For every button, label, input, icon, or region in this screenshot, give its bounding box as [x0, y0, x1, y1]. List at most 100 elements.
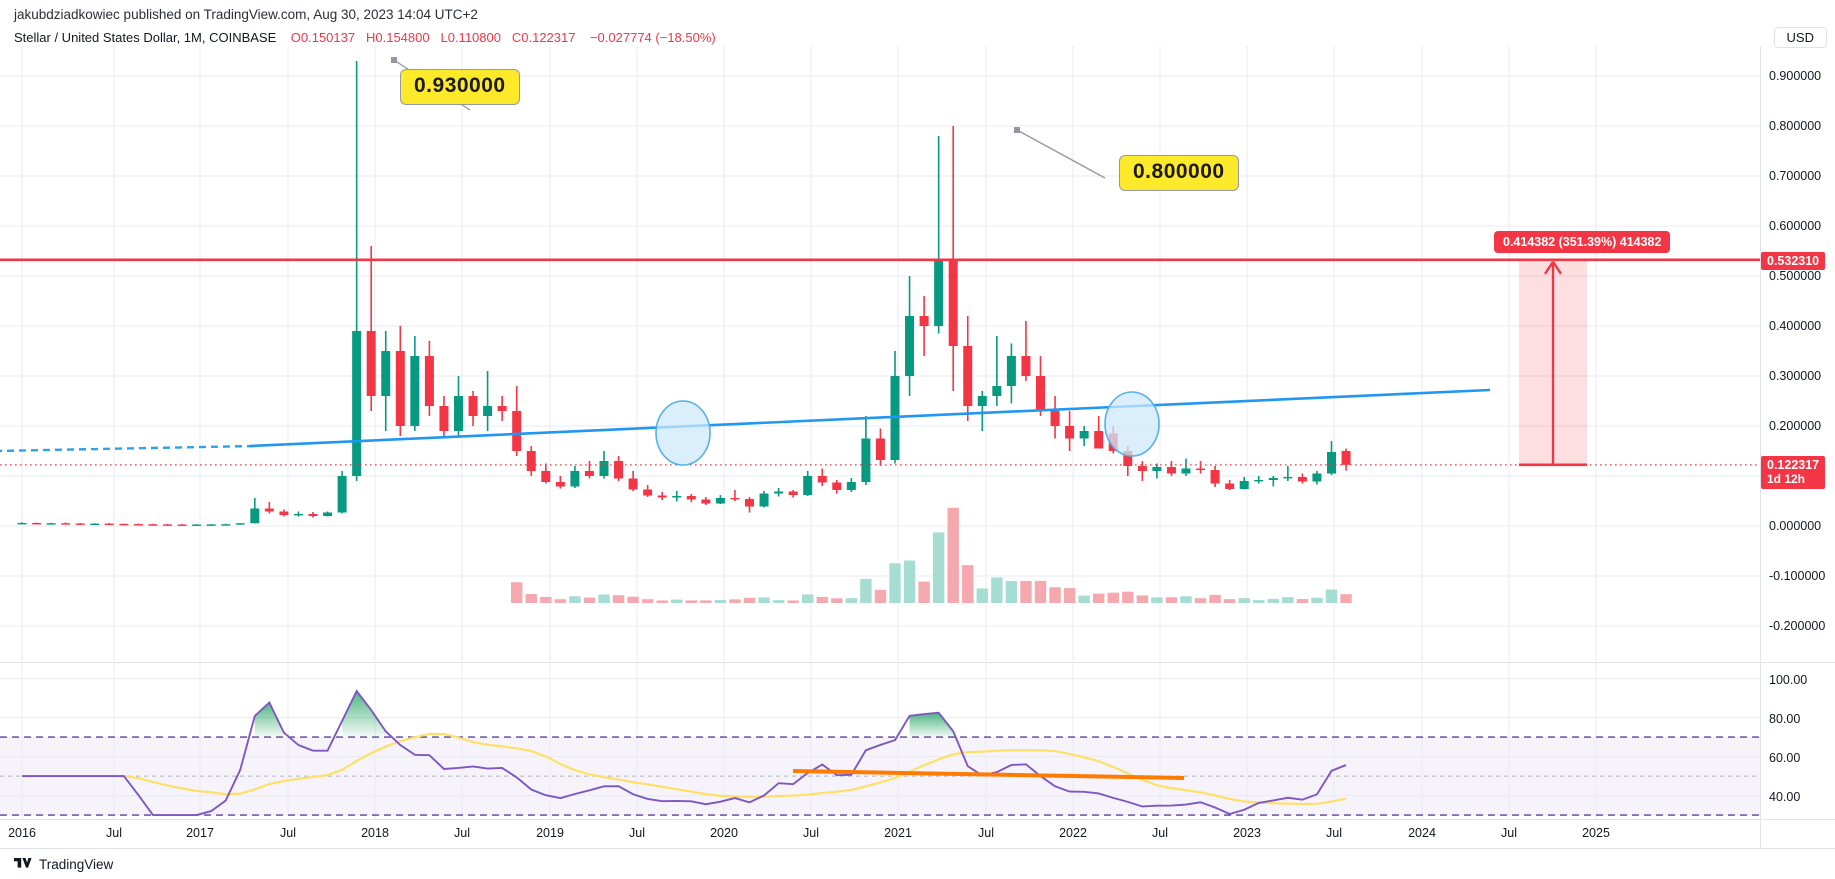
candle-body: [832, 482, 842, 490]
candle-body: [948, 261, 958, 346]
volume-bar: [1136, 595, 1149, 603]
ohlc-close: C0.122317: [511, 30, 576, 45]
candle-body: [308, 514, 318, 516]
last-price-tag[interactable]: 0.122317 1d 12h: [1761, 455, 1826, 489]
price-axis-tick: 0.000000: [1769, 519, 1822, 533]
high-2018-label[interactable]: 0.930000: [400, 69, 520, 105]
candle-body: [410, 356, 420, 426]
volume-bar: [816, 596, 828, 603]
rsi-pane[interactable]: [0, 662, 1760, 819]
rsi-overbought-fill: [254, 702, 284, 738]
candle-body: [206, 524, 216, 526]
candle-body: [483, 406, 493, 416]
candle-body: [1065, 426, 1075, 439]
high-2018-leader-anchor: [391, 57, 397, 63]
chart-legend: Stellar / United States Dollar, 1M, COIN…: [14, 30, 716, 45]
candle-body: [541, 471, 551, 482]
candle-body: [1239, 481, 1249, 489]
candle-body: [817, 476, 827, 483]
trend-line: [249, 388, 1491, 448]
candle-body: [788, 491, 798, 495]
price-axis-tick: -0.100000: [1769, 569, 1826, 583]
candle-body: [264, 508, 274, 512]
price-axis-tick: -0.200000: [1769, 619, 1826, 633]
candle-body: [454, 396, 463, 431]
volume-bar: [525, 594, 537, 603]
candle-body: [1123, 451, 1133, 466]
candle-body: [1050, 411, 1060, 426]
volume-bar: [976, 588, 988, 603]
measure-tool-label[interactable]: 0.414382 (351.39%) 414382: [1494, 231, 1671, 253]
rsi-chart-canvas[interactable]: [0, 663, 1760, 819]
candle-body: [337, 476, 347, 513]
volume-bar: [641, 599, 654, 603]
candle-body: [1312, 473, 1322, 482]
candle-body: [235, 523, 245, 525]
volume-bar: [671, 599, 683, 603]
volume-bar: [1151, 597, 1163, 603]
candle-body: [90, 523, 100, 525]
candle-body: [686, 496, 696, 500]
volume-bar: [932, 532, 945, 603]
candle-body: [1166, 467, 1176, 474]
volume-bar: [831, 598, 843, 603]
high-2021-label[interactable]: 0.800000: [1119, 155, 1239, 191]
time-axis-tick: 2022: [1059, 826, 1087, 840]
publisher-line: jakubdziadkowiec published on TradingVie…: [14, 7, 478, 22]
volume-bar: [1340, 594, 1352, 603]
price-axis[interactable]: 0.900000 0.800000 0.700000 0.600000 0.500000…: [1760, 46, 1835, 661]
volume-bar: [1296, 599, 1309, 603]
candle-body: [905, 316, 915, 376]
time-axis-tick: 2020: [710, 826, 738, 840]
candle-body: [352, 331, 362, 476]
candle-body: [61, 523, 71, 525]
candle-body: [1137, 466, 1147, 471]
volume-bar: [860, 578, 872, 603]
rsi-axis[interactable]: 100.00 80.00 60.00 40.00: [1760, 662, 1835, 819]
time-axis-tick: 2025: [1582, 826, 1610, 840]
ohlc-low: L0.110800: [440, 30, 501, 45]
volume-bar: [1267, 598, 1279, 603]
volume-bar: [1223, 599, 1236, 603]
volume-bar: [758, 597, 770, 603]
symbol-description[interactable]: Stellar / United States Dollar, 1M, COIN…: [14, 30, 277, 45]
volume-bar: [1282, 597, 1294, 603]
price-chart-canvas[interactable]: [0, 46, 1760, 661]
ohlc-open: O0.150137: [290, 30, 356, 45]
candle-body: [701, 499, 711, 504]
ohlc-change: −0.027774 (−18.50%): [589, 30, 716, 45]
time-axis-tick: Jul: [1326, 826, 1342, 840]
volume-bar: [1093, 593, 1105, 603]
price-axis-tick: 0.400000: [1769, 319, 1822, 333]
volume-bar: [612, 595, 625, 603]
price-axis-tick: 0.800000: [1769, 119, 1822, 133]
volume-bar: [656, 600, 668, 603]
time-axis-tick: 2017: [186, 826, 214, 840]
volume-bar: [583, 597, 596, 603]
volume-bar: [714, 600, 727, 603]
candle-body: [163, 524, 172, 526]
volume-bar: [554, 599, 567, 603]
axis-corner: [1760, 819, 1835, 849]
time-axis-tick: Jul: [454, 826, 470, 840]
candle-body: [1021, 356, 1031, 376]
candle-body: [1196, 468, 1206, 470]
volume-bar: [1020, 580, 1032, 603]
candle-body: [177, 524, 187, 526]
price-pane[interactable]: [0, 46, 1760, 661]
candle-body: [1181, 468, 1191, 474]
currency-badge[interactable]: USD: [1773, 27, 1827, 48]
time-axis[interactable]: 2016 Jul 2017 Jul 2018 Jul 2019 Jul 2020 Jul 2021 J…: [0, 819, 1760, 849]
candle-body: [323, 512, 333, 516]
support-touch-2020: [655, 400, 711, 466]
candle-body: [1268, 478, 1278, 480]
candle-body: [133, 524, 143, 526]
support-touch-2023: [1104, 391, 1160, 457]
candle-body: [17, 523, 27, 525]
resistance-price-tag[interactable]: 0.532310: [1761, 251, 1826, 270]
volume-bar: [627, 596, 639, 603]
time-axis-tick: 2021: [884, 826, 912, 840]
candle-body: [1283, 477, 1293, 479]
volume-bar: [729, 599, 741, 603]
candle-body: [32, 523, 42, 525]
